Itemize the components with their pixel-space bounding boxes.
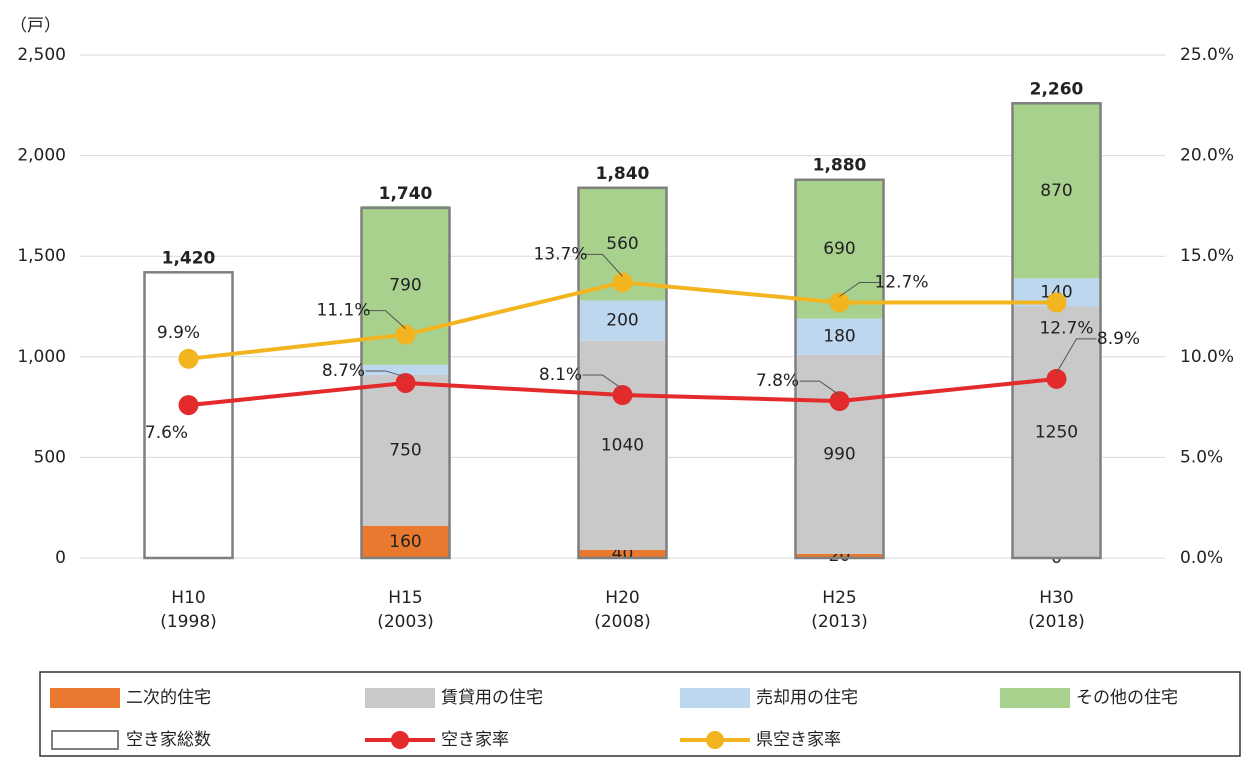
y2-tick-label: 0.0% bbox=[1180, 548, 1223, 568]
bar-segment bbox=[795, 318, 884, 355]
x-tick-label: H10 bbox=[171, 588, 205, 608]
total-outline bbox=[794, 178, 885, 560]
leader-line bbox=[365, 370, 406, 378]
line-point bbox=[1046, 368, 1067, 389]
bar-segment bbox=[795, 354, 884, 554]
legend-label: その他の住宅 bbox=[1076, 688, 1178, 708]
leader-line bbox=[365, 310, 406, 330]
y2-tick-label: 5.0% bbox=[1180, 447, 1223, 467]
total-label: 1,420 bbox=[162, 248, 216, 268]
segment-label: 1250 bbox=[1035, 422, 1078, 442]
leader-line bbox=[799, 380, 840, 396]
bar-segment bbox=[1012, 306, 1101, 558]
line-point bbox=[1046, 292, 1067, 313]
x-tick-label: H20 bbox=[605, 588, 639, 608]
segment-label: 990 bbox=[823, 444, 855, 464]
line-label: 8.1% bbox=[539, 365, 582, 385]
line-label: 12.7% bbox=[1039, 318, 1093, 338]
x-tick-label: (2018) bbox=[1028, 612, 1085, 632]
total-label: 1,840 bbox=[596, 164, 650, 184]
total-label: 1,740 bbox=[379, 184, 433, 204]
leader-line bbox=[582, 374, 623, 390]
total-outline bbox=[143, 271, 234, 560]
line-point bbox=[829, 292, 850, 313]
legend-swatch bbox=[680, 688, 750, 708]
leader-line bbox=[839, 281, 880, 297]
total-label: 2,260 bbox=[1030, 79, 1084, 99]
legend-label: 空き家率 bbox=[441, 730, 509, 750]
x-tick-label: (2013) bbox=[811, 612, 868, 632]
bar-segment bbox=[578, 340, 667, 550]
segment-label: 750 bbox=[389, 440, 421, 460]
line-point bbox=[395, 324, 416, 345]
bar-segment bbox=[361, 525, 450, 558]
legend-label: 賃貸用の住宅 bbox=[441, 688, 543, 708]
line-point bbox=[612, 272, 633, 293]
line-label: 7.8% bbox=[756, 371, 799, 391]
leader-line bbox=[582, 253, 623, 277]
line-label: 8.7% bbox=[322, 361, 365, 381]
segment-label: 160 bbox=[389, 532, 421, 552]
bar-segment bbox=[1012, 103, 1101, 279]
line-label: 13.7% bbox=[533, 244, 587, 264]
segment-label: 690 bbox=[823, 239, 855, 259]
line-point bbox=[829, 391, 850, 412]
legend-marker bbox=[391, 731, 409, 749]
segment-label: 790 bbox=[389, 275, 421, 295]
legend-swatch bbox=[51, 730, 119, 750]
line-point bbox=[178, 348, 199, 369]
line-point bbox=[612, 385, 633, 406]
line-point bbox=[395, 372, 416, 393]
line-label: 9.9% bbox=[157, 323, 200, 343]
segment-label: 1040 bbox=[601, 435, 644, 455]
y-unit-label: （戸） bbox=[10, 16, 61, 36]
x-tick-label: (2003) bbox=[377, 612, 434, 632]
legend-box bbox=[39, 671, 1241, 757]
line-point bbox=[178, 395, 199, 416]
x-tick-label: (2008) bbox=[594, 612, 651, 632]
legend-swatch bbox=[50, 688, 120, 708]
segment-label: 560 bbox=[606, 234, 638, 254]
y-tick-label: 500 bbox=[34, 447, 66, 467]
segment-label: 200 bbox=[606, 311, 638, 331]
x-tick-label: H15 bbox=[388, 588, 422, 608]
line-label: 8.9% bbox=[1097, 329, 1140, 349]
y-tick-label: 2,500 bbox=[17, 45, 66, 65]
legend-swatch bbox=[1000, 688, 1070, 708]
x-tick-label: H30 bbox=[1039, 588, 1073, 608]
legend-swatch bbox=[365, 688, 435, 708]
legend-label: 売却用の住宅 bbox=[756, 688, 858, 708]
y2-tick-label: 10.0% bbox=[1180, 347, 1234, 367]
total-label: 1,880 bbox=[813, 156, 867, 176]
y2-tick-label: 25.0% bbox=[1180, 45, 1234, 65]
line-label: 12.7% bbox=[874, 272, 928, 292]
y2-tick-label: 15.0% bbox=[1180, 246, 1234, 266]
total-outline bbox=[360, 206, 451, 560]
bar-segment bbox=[578, 300, 667, 341]
total-outline bbox=[1011, 102, 1102, 560]
legend-label: 空き家総数 bbox=[126, 730, 211, 750]
bar-segment bbox=[361, 374, 450, 526]
legend-label: 県空き家率 bbox=[756, 730, 841, 750]
line-label: 7.6% bbox=[145, 423, 188, 443]
total-outline bbox=[577, 186, 668, 560]
x-tick-label: (1998) bbox=[160, 612, 217, 632]
leader-line bbox=[1056, 338, 1097, 374]
line-label: 11.1% bbox=[316, 301, 370, 321]
segment-label: 870 bbox=[1040, 181, 1072, 201]
x-tick-label: H25 bbox=[822, 588, 856, 608]
legend-marker bbox=[706, 731, 724, 749]
segment-label: 180 bbox=[823, 327, 855, 347]
y-tick-label: 1,500 bbox=[17, 246, 66, 266]
legend-label: 二次的住宅 bbox=[126, 688, 211, 708]
bar-segment bbox=[361, 364, 450, 375]
y-tick-label: 2,000 bbox=[17, 146, 66, 166]
bar-segment bbox=[795, 553, 884, 558]
y2-tick-label: 20.0% bbox=[1180, 146, 1234, 166]
y-tick-label: 1,000 bbox=[17, 347, 66, 367]
y-tick-label: 0 bbox=[55, 548, 66, 568]
bar-segment bbox=[578, 549, 667, 558]
